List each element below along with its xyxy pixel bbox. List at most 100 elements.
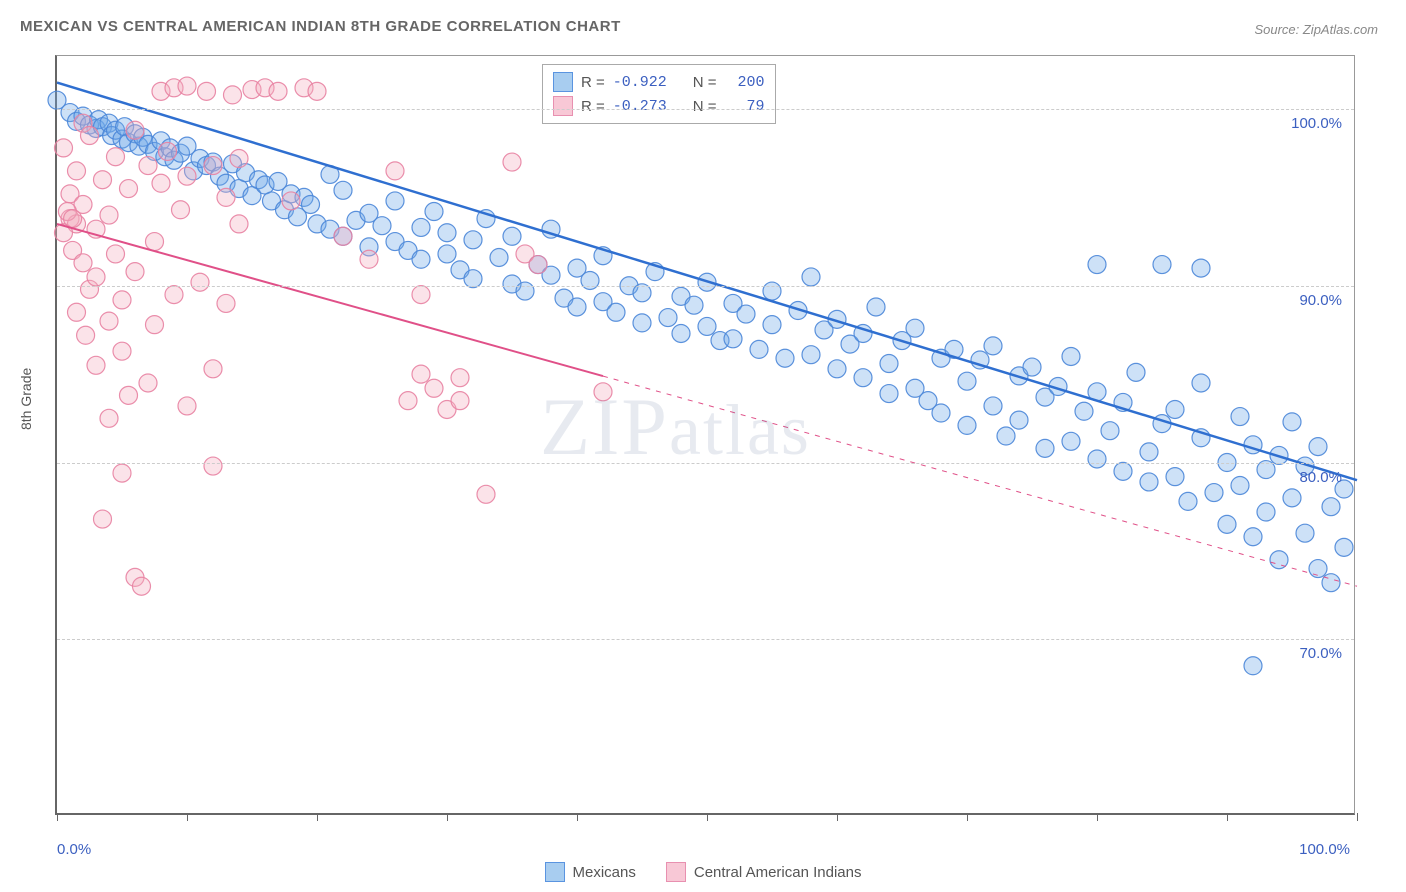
data-point bbox=[568, 298, 586, 316]
data-point bbox=[932, 404, 950, 422]
data-point bbox=[204, 157, 222, 175]
data-point bbox=[412, 286, 430, 304]
data-point bbox=[120, 180, 138, 198]
data-point bbox=[1036, 439, 1054, 457]
data-point bbox=[425, 203, 443, 221]
data-point bbox=[178, 77, 196, 95]
data-point bbox=[880, 385, 898, 403]
data-point bbox=[802, 268, 820, 286]
gridline bbox=[57, 109, 1354, 110]
n-value: 79 bbox=[725, 98, 765, 115]
y-tick-label: 90.0% bbox=[1299, 292, 1342, 309]
data-point bbox=[1062, 432, 1080, 450]
x-tick bbox=[57, 813, 58, 821]
legend-swatch bbox=[553, 72, 573, 92]
data-point bbox=[113, 291, 131, 309]
data-point bbox=[1114, 462, 1132, 480]
data-point bbox=[854, 369, 872, 387]
data-point bbox=[87, 268, 105, 286]
x-tick bbox=[577, 813, 578, 821]
gridline bbox=[57, 463, 1354, 464]
data-point bbox=[1244, 528, 1262, 546]
data-point bbox=[159, 142, 177, 160]
data-point bbox=[607, 303, 625, 321]
data-point bbox=[282, 192, 300, 210]
data-point bbox=[997, 427, 1015, 445]
series-legend: Mexicans Central American Indians bbox=[0, 862, 1406, 882]
data-point bbox=[1192, 259, 1210, 277]
data-point bbox=[94, 510, 112, 528]
data-point bbox=[204, 457, 222, 475]
data-point bbox=[1062, 347, 1080, 365]
data-point bbox=[906, 319, 924, 337]
stats-legend-row: R =-0.922N =200 bbox=[553, 70, 765, 94]
data-point bbox=[178, 167, 196, 185]
stats-legend-row: R =-0.273N = 79 bbox=[553, 94, 765, 118]
data-point bbox=[1231, 476, 1249, 494]
data-point bbox=[87, 356, 105, 374]
data-point bbox=[984, 337, 1002, 355]
data-point bbox=[1140, 443, 1158, 461]
data-point bbox=[334, 181, 352, 199]
y-tick-label: 80.0% bbox=[1299, 469, 1342, 486]
gridline bbox=[57, 639, 1354, 640]
r-label: R = bbox=[581, 74, 605, 91]
data-point bbox=[113, 342, 131, 360]
data-point bbox=[529, 256, 547, 274]
data-point bbox=[198, 82, 216, 100]
data-point bbox=[503, 153, 521, 171]
stats-legend: R =-0.922N =200R =-0.273N = 79 bbox=[542, 64, 776, 124]
data-point bbox=[1257, 503, 1275, 521]
data-point bbox=[438, 224, 456, 242]
data-point bbox=[776, 349, 794, 367]
data-point bbox=[308, 82, 326, 100]
data-point bbox=[503, 227, 521, 245]
data-point bbox=[1088, 256, 1106, 274]
legend-swatch bbox=[666, 862, 686, 882]
x-tick bbox=[1357, 813, 1358, 821]
n-value: 200 bbox=[725, 74, 765, 91]
legend-item: Central American Indians bbox=[666, 862, 862, 882]
data-point bbox=[464, 231, 482, 249]
data-point bbox=[113, 464, 131, 482]
data-point bbox=[750, 340, 768, 358]
data-point bbox=[880, 355, 898, 373]
data-point bbox=[1179, 492, 1197, 510]
n-label: N = bbox=[693, 74, 717, 91]
data-point bbox=[386, 192, 404, 210]
gridline bbox=[57, 286, 1354, 287]
data-point bbox=[763, 316, 781, 334]
data-point bbox=[1010, 411, 1028, 429]
data-point bbox=[490, 248, 508, 266]
data-point bbox=[412, 218, 430, 236]
data-point bbox=[1088, 450, 1106, 468]
data-point bbox=[984, 397, 1002, 415]
data-point bbox=[100, 409, 118, 427]
data-point bbox=[399, 392, 417, 410]
data-point bbox=[230, 150, 248, 168]
data-point bbox=[74, 254, 92, 272]
data-point bbox=[867, 298, 885, 316]
data-point bbox=[77, 326, 95, 344]
data-point bbox=[1322, 574, 1340, 592]
x-tick bbox=[837, 813, 838, 821]
data-point bbox=[451, 392, 469, 410]
data-point bbox=[146, 316, 164, 334]
data-point bbox=[1218, 515, 1236, 533]
data-point bbox=[412, 250, 430, 268]
data-point bbox=[1296, 524, 1314, 542]
data-point bbox=[152, 174, 170, 192]
data-point bbox=[191, 273, 209, 291]
legend-label: Mexicans bbox=[573, 864, 636, 881]
data-point bbox=[100, 206, 118, 224]
data-point bbox=[477, 485, 495, 503]
data-point bbox=[133, 577, 151, 595]
data-point bbox=[269, 82, 287, 100]
data-point bbox=[1309, 560, 1327, 578]
y-tick-label: 70.0% bbox=[1299, 645, 1342, 662]
data-point bbox=[107, 148, 125, 166]
legend-swatch bbox=[553, 96, 573, 116]
scatter-svg bbox=[57, 56, 1354, 813]
data-point bbox=[1322, 498, 1340, 516]
data-point bbox=[172, 201, 190, 219]
